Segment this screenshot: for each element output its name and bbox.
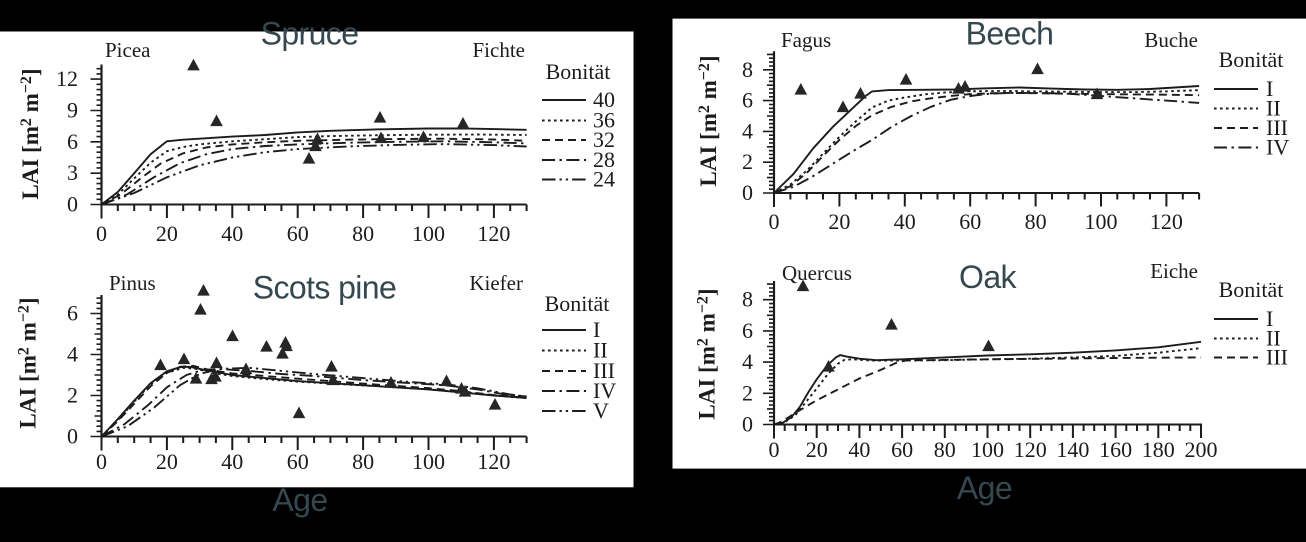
svg-text:32: 32 bbox=[593, 127, 615, 152]
svg-text:80: 80 bbox=[934, 437, 956, 462]
svg-text:Quercus: Quercus bbox=[782, 261, 852, 285]
svg-text:100: 100 bbox=[971, 437, 1004, 462]
svg-text:24: 24 bbox=[593, 167, 615, 192]
svg-text:8: 8 bbox=[742, 287, 753, 312]
svg-text:9: 9 bbox=[67, 98, 78, 123]
svg-text:120: 120 bbox=[477, 449, 510, 474]
svg-text:4: 4 bbox=[742, 118, 753, 143]
svg-text:80: 80 bbox=[352, 449, 374, 474]
svg-text:0: 0 bbox=[769, 209, 780, 234]
svg-text:II: II bbox=[1266, 326, 1281, 351]
svg-text:160: 160 bbox=[1099, 437, 1132, 462]
svg-text:20: 20 bbox=[806, 437, 828, 462]
svg-text:Scots pine: Scots pine bbox=[253, 270, 396, 306]
svg-text:60: 60 bbox=[891, 437, 913, 462]
svg-text:Oak: Oak bbox=[959, 259, 1017, 295]
svg-text:Bonität: Bonität bbox=[1219, 277, 1284, 302]
svg-text:6: 6 bbox=[742, 88, 753, 113]
svg-text:6: 6 bbox=[67, 301, 78, 326]
svg-text:IV: IV bbox=[1266, 135, 1289, 160]
svg-text:60: 60 bbox=[287, 449, 309, 474]
svg-text:20: 20 bbox=[828, 209, 850, 234]
svg-text:8: 8 bbox=[742, 57, 753, 82]
svg-text:20: 20 bbox=[156, 221, 178, 246]
svg-text:0: 0 bbox=[67, 192, 78, 217]
svg-text:II: II bbox=[1266, 96, 1281, 121]
svg-text:Picea: Picea bbox=[105, 38, 151, 62]
svg-text:80: 80 bbox=[1025, 209, 1047, 234]
svg-text:Bonität: Bonität bbox=[546, 59, 611, 84]
svg-text:20: 20 bbox=[156, 449, 178, 474]
svg-text:120: 120 bbox=[477, 221, 510, 246]
svg-text:6: 6 bbox=[67, 129, 78, 154]
svg-text:Beech: Beech bbox=[966, 16, 1054, 52]
svg-text:Fagus: Fagus bbox=[781, 28, 831, 52]
svg-text:4: 4 bbox=[742, 349, 753, 374]
svg-text:Eiche: Eiche bbox=[1150, 259, 1198, 283]
svg-text:0: 0 bbox=[96, 221, 107, 246]
svg-text:6: 6 bbox=[742, 318, 753, 343]
svg-text:Age: Age bbox=[272, 482, 327, 518]
svg-text:Pinus: Pinus bbox=[109, 271, 156, 295]
svg-text:2: 2 bbox=[67, 383, 78, 408]
svg-text:Fichte: Fichte bbox=[473, 38, 526, 62]
svg-text:Bonität: Bonität bbox=[1219, 47, 1284, 72]
svg-text:2: 2 bbox=[742, 380, 753, 405]
svg-text:Age: Age bbox=[957, 470, 1012, 506]
svg-text:60: 60 bbox=[959, 209, 981, 234]
svg-text:100: 100 bbox=[412, 449, 445, 474]
svg-text:120: 120 bbox=[1150, 209, 1183, 234]
svg-text:100: 100 bbox=[1085, 209, 1118, 234]
svg-text:4: 4 bbox=[67, 342, 78, 367]
svg-text:0: 0 bbox=[742, 180, 753, 205]
svg-text:III: III bbox=[1266, 345, 1288, 370]
svg-text:200: 200 bbox=[1185, 437, 1218, 462]
svg-text:Spruce: Spruce bbox=[261, 16, 359, 52]
svg-text:60: 60 bbox=[287, 221, 309, 246]
svg-text:III: III bbox=[1266, 115, 1288, 140]
svg-text:120: 120 bbox=[1014, 437, 1047, 462]
svg-text:0: 0 bbox=[96, 449, 107, 474]
svg-text:2: 2 bbox=[742, 149, 753, 174]
svg-text:12: 12 bbox=[56, 66, 78, 91]
svg-text:LAI [m2 m−2]: LAI [m2 m−2] bbox=[696, 55, 721, 186]
svg-text:V: V bbox=[593, 398, 609, 423]
svg-text:I: I bbox=[1266, 76, 1273, 101]
svg-text:140: 140 bbox=[1056, 437, 1089, 462]
svg-text:40: 40 bbox=[593, 87, 615, 112]
svg-text:80: 80 bbox=[352, 221, 374, 246]
svg-text:0: 0 bbox=[769, 437, 780, 462]
svg-text:I: I bbox=[1266, 306, 1273, 331]
svg-text:II: II bbox=[593, 338, 608, 363]
svg-text:I: I bbox=[593, 317, 600, 342]
svg-text:3: 3 bbox=[67, 160, 78, 185]
svg-text:28: 28 bbox=[593, 147, 615, 172]
svg-text:IV: IV bbox=[593, 378, 616, 403]
svg-text:III: III bbox=[593, 358, 615, 383]
svg-text:0: 0 bbox=[67, 424, 78, 449]
svg-text:100: 100 bbox=[412, 221, 445, 246]
svg-text:36: 36 bbox=[593, 108, 615, 133]
svg-text:180: 180 bbox=[1142, 437, 1175, 462]
svg-text:Buche: Buche bbox=[1144, 28, 1198, 52]
svg-text:0: 0 bbox=[742, 412, 753, 437]
svg-text:40: 40 bbox=[221, 221, 243, 246]
svg-text:Kiefer: Kiefer bbox=[469, 271, 523, 295]
svg-text:40: 40 bbox=[221, 449, 243, 474]
svg-text:40: 40 bbox=[894, 209, 916, 234]
svg-text:Bonität: Bonität bbox=[545, 291, 610, 316]
svg-text:40: 40 bbox=[848, 437, 870, 462]
